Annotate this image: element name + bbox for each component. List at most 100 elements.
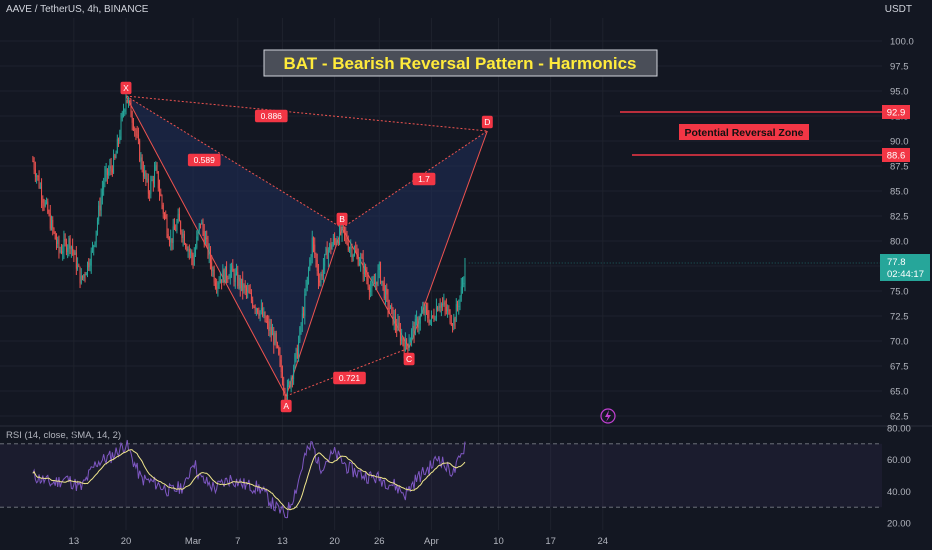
candle-body bbox=[264, 311, 266, 322]
candle-body bbox=[399, 328, 401, 341]
candle-body bbox=[366, 274, 368, 279]
candle-body bbox=[299, 327, 301, 342]
candle-body bbox=[125, 99, 127, 110]
candle-body bbox=[339, 226, 341, 244]
candle-body bbox=[58, 239, 60, 252]
candle-body bbox=[164, 214, 165, 216]
candle-body bbox=[196, 236, 198, 248]
candle-body bbox=[322, 266, 324, 277]
candle-body bbox=[154, 170, 155, 184]
candle-body bbox=[385, 288, 386, 299]
candle-body bbox=[237, 271, 239, 287]
candle-body bbox=[217, 283, 219, 289]
candle-body bbox=[284, 389, 286, 398]
candle-body bbox=[52, 219, 54, 229]
candle-body bbox=[326, 248, 328, 259]
candle-body bbox=[283, 384, 285, 390]
candle-body bbox=[365, 265, 367, 275]
candle-body bbox=[378, 263, 380, 271]
candle-body bbox=[83, 274, 85, 278]
candle-body bbox=[450, 322, 452, 325]
candle-body bbox=[319, 280, 321, 283]
candle-body bbox=[294, 355, 296, 369]
rsi-line bbox=[32, 439, 466, 519]
candle-body bbox=[116, 139, 118, 154]
candle-body bbox=[191, 251, 193, 259]
candle-body bbox=[308, 269, 309, 277]
candle-body bbox=[337, 241, 339, 244]
prz-lower-value: 88.6 bbox=[887, 151, 906, 162]
candle-body bbox=[182, 233, 184, 239]
time-axis-tick: 10 bbox=[493, 536, 504, 547]
candle-body bbox=[406, 339, 408, 345]
candle-body bbox=[141, 157, 143, 170]
candle-body bbox=[265, 321, 267, 323]
candle-body bbox=[350, 247, 352, 249]
candle-body bbox=[381, 280, 383, 283]
candle-body bbox=[118, 139, 119, 142]
candle-body bbox=[457, 304, 458, 307]
pattern-point-b-text: B bbox=[339, 214, 345, 224]
candle-body bbox=[445, 306, 447, 312]
candle-body bbox=[119, 136, 121, 142]
candle-body bbox=[151, 179, 153, 181]
candle-body bbox=[239, 277, 241, 289]
candle-body bbox=[290, 377, 292, 388]
candle-body bbox=[206, 237, 208, 239]
candle-body bbox=[375, 281, 377, 285]
candle-body bbox=[433, 316, 435, 320]
candle-body bbox=[249, 293, 251, 295]
candle-body bbox=[360, 257, 362, 264]
candle-body bbox=[110, 165, 112, 169]
candle-body bbox=[130, 102, 132, 118]
candle-body bbox=[329, 243, 331, 250]
candle-body bbox=[60, 250, 62, 253]
pattern-point-a-bg bbox=[280, 399, 292, 413]
time-axis-tick: 13 bbox=[277, 536, 288, 547]
candle-body bbox=[186, 246, 188, 251]
candle-body bbox=[347, 243, 349, 250]
price-axis-tick: 70.0 bbox=[890, 337, 909, 348]
pattern-point-a: A bbox=[280, 399, 292, 413]
candle-body bbox=[115, 153, 117, 159]
candle-body bbox=[104, 174, 106, 183]
candle-body bbox=[435, 307, 437, 319]
candle-body bbox=[452, 324, 453, 326]
rsi-axis-tick: 40.00 bbox=[887, 487, 911, 498]
candle-body bbox=[447, 309, 449, 312]
candle-body bbox=[298, 341, 300, 358]
candle-body bbox=[376, 281, 378, 285]
candle-body bbox=[321, 274, 323, 277]
candle-body bbox=[228, 278, 230, 280]
candle-body bbox=[157, 171, 159, 189]
candle-body bbox=[106, 168, 108, 176]
candle-body bbox=[197, 230, 199, 237]
candle-body bbox=[280, 359, 282, 373]
candle-body bbox=[137, 134, 139, 141]
pattern-point-c-text: C bbox=[406, 354, 412, 364]
candle-body bbox=[258, 312, 260, 316]
ratio-line-xd bbox=[125, 95, 488, 132]
candle-body bbox=[371, 284, 373, 289]
candle-body bbox=[426, 306, 427, 311]
candle-body bbox=[205, 237, 206, 244]
candle-body bbox=[277, 342, 278, 347]
candle-body bbox=[170, 238, 172, 243]
candle-body bbox=[391, 305, 393, 308]
candle-body bbox=[39, 186, 41, 188]
candle-body bbox=[424, 306, 426, 313]
candle-body bbox=[396, 326, 398, 331]
candle-body bbox=[41, 186, 43, 200]
pattern-point-a-text: A bbox=[283, 401, 289, 411]
candle-body bbox=[88, 262, 90, 268]
candle-body bbox=[279, 354, 281, 360]
candle-body bbox=[244, 285, 246, 288]
price-axis-tick: 90.0 bbox=[890, 137, 909, 148]
candle-body bbox=[387, 294, 389, 309]
candle-body bbox=[243, 285, 245, 291]
candle-body bbox=[301, 313, 303, 326]
candle-body bbox=[208, 249, 210, 256]
prz-upper-value: 92.9 bbox=[887, 108, 906, 119]
